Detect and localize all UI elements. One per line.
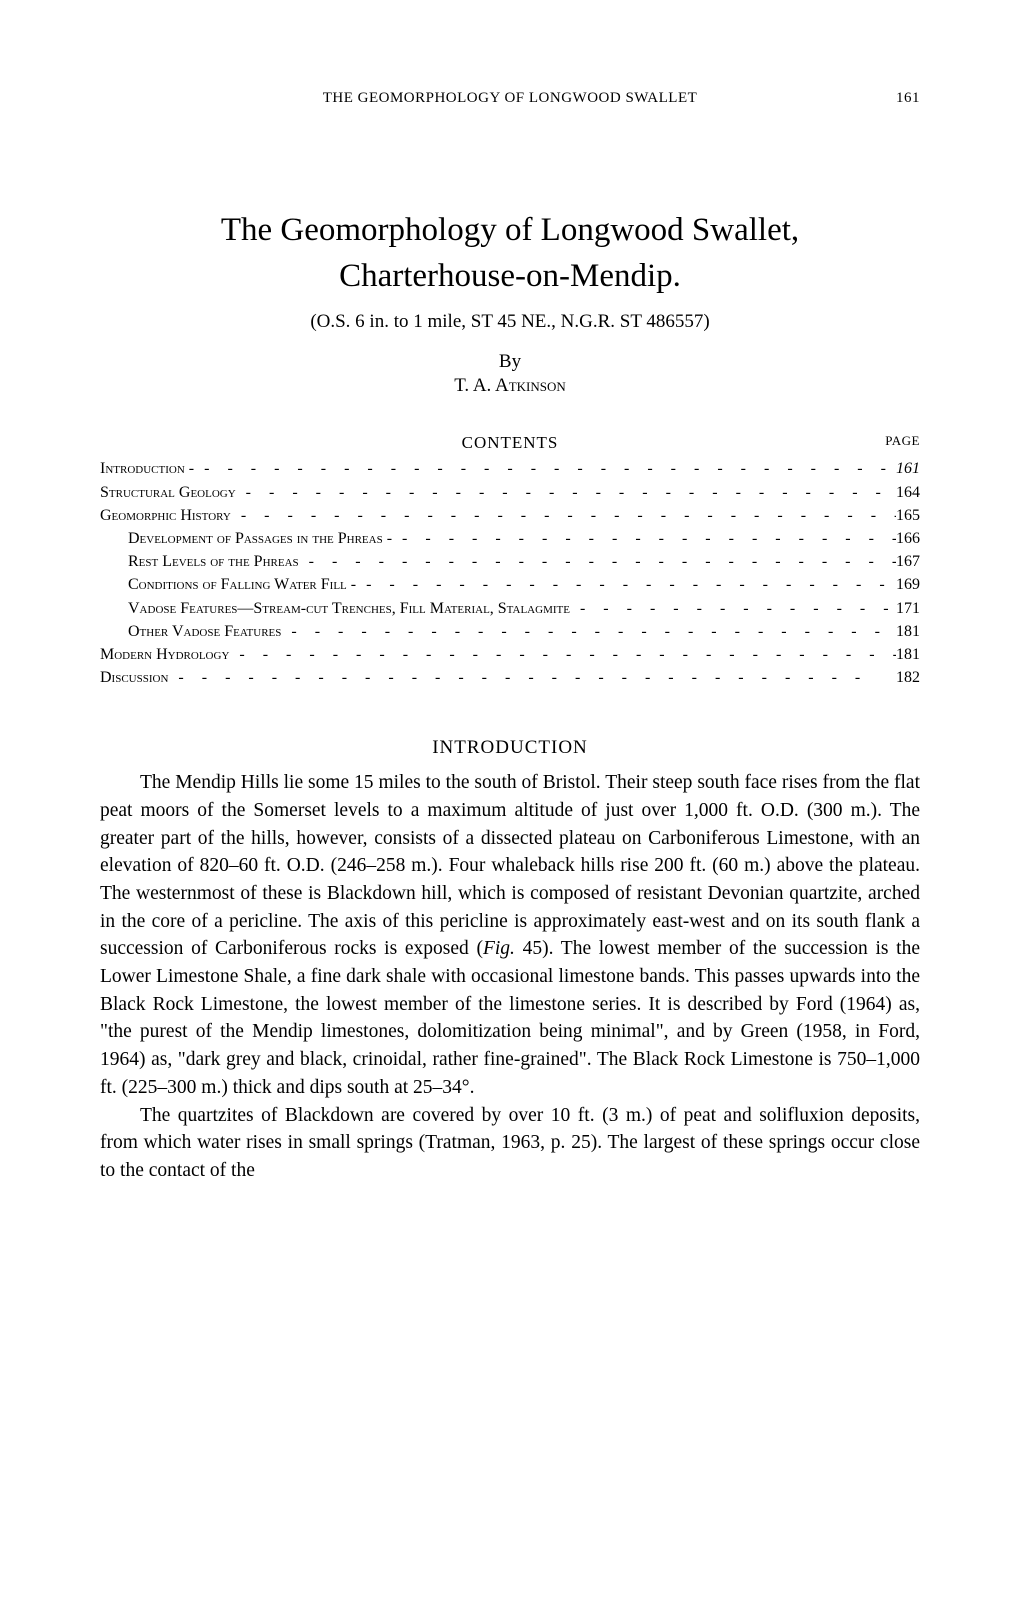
contents-row: Geomorphic History----------------------… bbox=[100, 504, 920, 527]
contents-row: Vadose Features—Stream-cut Trenches, Fil… bbox=[100, 597, 920, 620]
contents-leader: ------------------------------ bbox=[392, 527, 896, 550]
running-head-text: THE GEOMORPHOLOGY OF LONGWOOD SWALLET bbox=[323, 90, 698, 106]
contents-row: Other Vadose Features-------------------… bbox=[100, 620, 920, 643]
contents-label: Structural Geology bbox=[100, 481, 236, 504]
page-number: 161 bbox=[896, 90, 920, 107]
contents-label: Vadose Features—Stream-cut Trenches, Fil… bbox=[100, 597, 570, 620]
article-subtitle: (O.S. 6 in. to 1 mile, ST 45 NE., N.G.R.… bbox=[100, 311, 920, 333]
contents-page: 166 bbox=[896, 527, 920, 550]
contents-label: Modern Hydrology bbox=[100, 643, 229, 666]
contents-label: Geomorphic History bbox=[100, 504, 231, 527]
page-label: PAGE bbox=[885, 433, 920, 449]
section-heading-introduction: INTRODUCTION bbox=[100, 737, 920, 759]
contents-row: Structural Geology----------------------… bbox=[100, 481, 920, 504]
contents-page: 167 bbox=[896, 550, 920, 573]
contents-leader: ------------------------------ bbox=[194, 457, 896, 480]
title-line-1: The Geomorphology of Longwood Swallet, bbox=[100, 207, 920, 253]
contents-leader: ------------------------------ bbox=[236, 481, 896, 504]
by-label: By bbox=[100, 351, 920, 373]
contents-label: Conditions of Falling Water Fill - bbox=[100, 573, 356, 596]
contents-row: Conditions of Falling Water Fill -------… bbox=[100, 573, 920, 596]
contents-leader: ------------------------------ bbox=[229, 643, 896, 666]
contents-page: 171 bbox=[896, 597, 920, 620]
contents-label: Other Vadose Features bbox=[100, 620, 281, 643]
contents-leader: ------------------------------ bbox=[281, 620, 896, 643]
body-paragraph: The quartzites of Blackdown are covered … bbox=[100, 1102, 920, 1185]
body-text: The Mendip Hills lie some 15 miles to th… bbox=[100, 769, 920, 1184]
contents-leader: ------------------------------ bbox=[231, 504, 896, 527]
contents-page: 181 bbox=[896, 620, 920, 643]
title-line-2: Charterhouse-on-Mendip. bbox=[100, 253, 920, 299]
contents-label: Development of Passages in the Phreas - bbox=[100, 527, 392, 550]
contents-row: Modern Hydrology------------------------… bbox=[100, 643, 920, 666]
contents-row: Development of Passages in the Phreas --… bbox=[100, 527, 920, 550]
contents-leader: ------------------------------ bbox=[299, 550, 896, 573]
contents-heading: CONTENTS PAGE bbox=[100, 433, 920, 453]
contents-page: 165 bbox=[896, 504, 920, 527]
contents-leader: ------------------------------ bbox=[168, 666, 896, 689]
contents-leader: ------------------------------ bbox=[356, 573, 896, 596]
contents-page: 164 bbox=[896, 481, 920, 504]
author-name: T. A. Atkinson bbox=[100, 375, 920, 397]
contents-row: Rest Levels of the Phreas---------------… bbox=[100, 550, 920, 573]
article-title: The Geomorphology of Longwood Swallet, C… bbox=[100, 207, 920, 299]
contents-leader: ------------------------------ bbox=[570, 597, 896, 620]
contents-label: Rest Levels of the Phreas bbox=[100, 550, 299, 573]
body-paragraph: The Mendip Hills lie some 15 miles to th… bbox=[100, 769, 920, 1101]
contents-page: 182 bbox=[896, 666, 920, 689]
contents-page: 181 bbox=[896, 643, 920, 666]
contents-list: Introduction ---------------------------… bbox=[100, 457, 920, 689]
contents-page: 169 bbox=[896, 573, 920, 596]
contents-page: 161 bbox=[896, 457, 920, 480]
contents-label: Introduction - bbox=[100, 457, 194, 480]
contents-label: Discussion bbox=[100, 666, 168, 689]
contents-row: Introduction ---------------------------… bbox=[100, 457, 920, 480]
contents-row: Discussion------------------------------… bbox=[100, 666, 920, 689]
running-head: THE GEOMORPHOLOGY OF LONGWOOD SWALLET 16… bbox=[100, 90, 920, 107]
